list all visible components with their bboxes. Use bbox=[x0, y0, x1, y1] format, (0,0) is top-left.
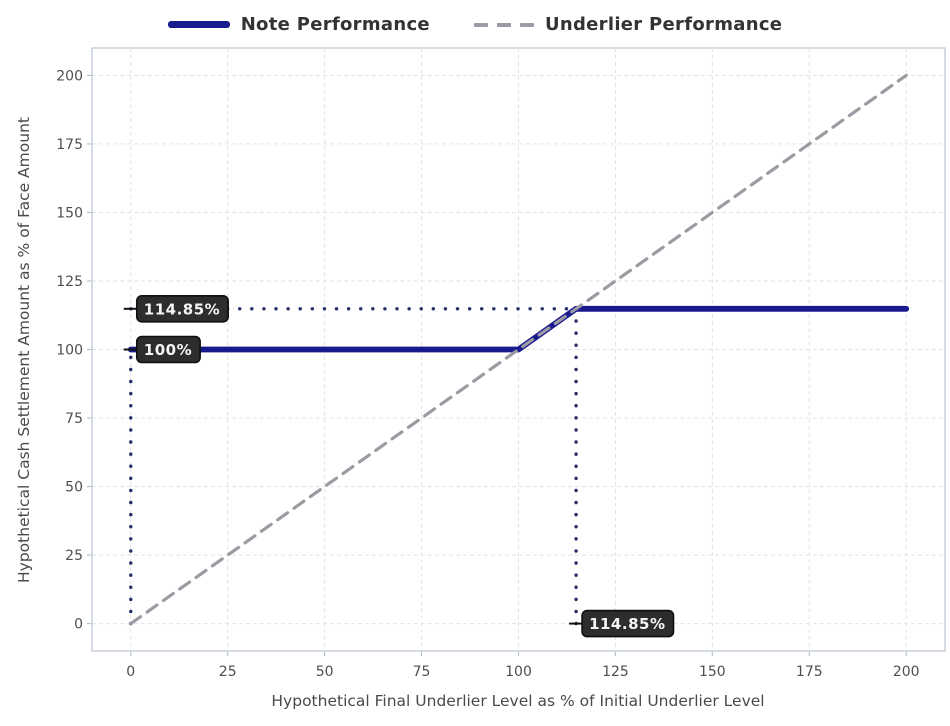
x-tick-label: 50 bbox=[316, 664, 334, 680]
x-tick-label: 0 bbox=[126, 664, 135, 680]
y-tick-label: 75 bbox=[65, 411, 83, 427]
y-tick-label: 175 bbox=[56, 137, 83, 153]
y-tick-label: 25 bbox=[65, 548, 83, 564]
x-tick-label: 100 bbox=[505, 664, 532, 680]
note-performance-swatch bbox=[167, 21, 230, 28]
x-tick-label: 25 bbox=[219, 664, 237, 680]
annotation-text: 114.85% bbox=[144, 300, 220, 318]
x-tick-label: 175 bbox=[796, 664, 823, 680]
chart-legend: Note Performance Underlier Performance bbox=[0, 14, 950, 35]
x-axis-title: Hypothetical Final Underlier Level as % … bbox=[271, 692, 765, 710]
annotation-text: 100% bbox=[144, 341, 192, 359]
annotation-box bbox=[135, 335, 201, 364]
y-tick-label: 150 bbox=[56, 205, 83, 221]
annotation-box bbox=[581, 609, 675, 638]
annotation-text: 114.85% bbox=[589, 615, 665, 633]
y-tick-label: 200 bbox=[56, 68, 83, 84]
dash-segment-icon bbox=[473, 22, 488, 27]
dash-segment-icon bbox=[519, 22, 534, 27]
underlier-performance-swatch bbox=[473, 22, 534, 27]
legend-label-underlier: Underlier Performance bbox=[544, 14, 783, 35]
dash-segment-icon bbox=[496, 22, 511, 27]
legend-item-underlier: Underlier Performance bbox=[473, 14, 783, 35]
x-tick-label: 125 bbox=[602, 664, 629, 680]
x-tick-label: 75 bbox=[413, 664, 431, 680]
underlier-performance-line bbox=[129, 73, 908, 626]
annotation-box bbox=[135, 294, 229, 323]
x-tick-label: 200 bbox=[893, 664, 920, 680]
legend-label-note: Note Performance bbox=[240, 14, 430, 35]
y-tick-label: 100 bbox=[56, 343, 83, 359]
y-axis-title: Hypothetical Cash Settlement Amount as %… bbox=[15, 117, 33, 583]
y-tick-label: 0 bbox=[74, 617, 83, 633]
x-tick-label: 150 bbox=[699, 664, 726, 680]
legend-item-note: Note Performance bbox=[167, 14, 430, 35]
y-tick-label: 50 bbox=[65, 480, 83, 496]
y-tick-label: 125 bbox=[56, 274, 83, 290]
